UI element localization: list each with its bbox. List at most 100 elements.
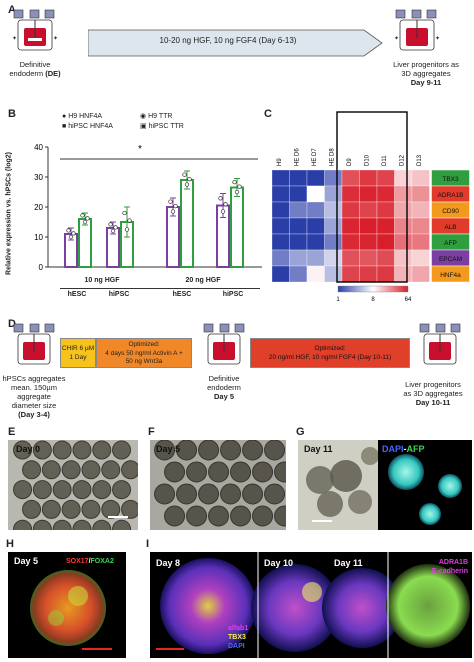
day-label: Day 8 bbox=[156, 558, 181, 568]
d-mid-caption: Definitive endoderm Day 5 bbox=[207, 374, 241, 401]
panel-label-h: H bbox=[6, 538, 14, 550]
heatmap-cell bbox=[376, 265, 395, 283]
heatmap-cell bbox=[394, 201, 413, 219]
heatmap-col-label: D13 bbox=[417, 154, 423, 166]
data-point bbox=[124, 227, 130, 232]
heatmap-cell bbox=[341, 217, 360, 235]
heatmap-cell bbox=[359, 169, 378, 187]
heatmap-cell bbox=[359, 249, 378, 267]
heatmap-cell bbox=[324, 265, 343, 283]
bioreactor-icon bbox=[13, 323, 55, 365]
heatmap-cell bbox=[324, 185, 343, 203]
heatmap-cell bbox=[411, 265, 430, 283]
heatmap-col-label: D11 bbox=[382, 155, 388, 166]
y-tick-label: 30 bbox=[34, 173, 43, 182]
day-label: Day 11 bbox=[304, 444, 333, 454]
heatmap-col-label: D10 bbox=[364, 154, 370, 166]
scale-bar bbox=[108, 516, 128, 518]
panel-label-d: D bbox=[8, 318, 16, 330]
heatmap-cell bbox=[272, 201, 290, 219]
heatmap-cell bbox=[394, 169, 413, 187]
svg-text:✦: ✦ bbox=[12, 35, 17, 42]
heatmap-cell bbox=[306, 185, 325, 203]
heatmap-cell bbox=[306, 169, 325, 187]
heatmap-cell bbox=[289, 265, 308, 283]
bioreactor-icon bbox=[203, 323, 245, 365]
y-tick-label: 20 bbox=[34, 203, 43, 212]
panel-label-i: I bbox=[146, 538, 150, 550]
legend-item: ◉ H9 TTR bbox=[140, 113, 173, 120]
heatmap-cell bbox=[272, 217, 290, 235]
day-label: Day 0 bbox=[16, 444, 41, 454]
day-label: Day 5 bbox=[156, 444, 181, 454]
fluorescence-day5: Day 5 SOX17/FOXA2 bbox=[8, 552, 126, 658]
heatmap-cell bbox=[324, 201, 343, 219]
hgf-step: Optimized: 20 ng/ml HGF, 10 ng/ml FGF4 (… bbox=[250, 338, 410, 368]
svg-text:✦: ✦ bbox=[435, 35, 440, 42]
heatmap-cell bbox=[359, 217, 378, 235]
heatmap-cell bbox=[272, 233, 290, 251]
data-point bbox=[127, 218, 132, 223]
heatmap-cell bbox=[341, 265, 360, 283]
heatmap-cell bbox=[272, 265, 290, 283]
heatmap-cell bbox=[376, 185, 395, 203]
heatmap-col-label: D12 bbox=[399, 154, 405, 166]
legend-item: ▣ hiPSC TTR bbox=[140, 123, 184, 130]
b-cell-label: hESC bbox=[67, 291, 87, 298]
b-group-divider bbox=[60, 288, 260, 289]
heatmap-col-label: HE D6 bbox=[294, 148, 300, 166]
stain-label: SOX17/FOXA2 bbox=[66, 558, 114, 565]
heatmap-cell bbox=[341, 201, 360, 219]
bioreactor-icon bbox=[419, 323, 461, 365]
a-left-caption: Definitive endoderm (DE) bbox=[9, 60, 61, 78]
gene-label: HNF4a bbox=[440, 272, 461, 279]
color-scale bbox=[337, 285, 409, 293]
heatmap-cell bbox=[411, 201, 430, 219]
heatmap-cell bbox=[411, 233, 430, 251]
panel-label-a: A bbox=[8, 4, 16, 16]
data-point bbox=[68, 234, 74, 240]
significance-star: * bbox=[138, 144, 142, 155]
day-label: Day 11 bbox=[334, 558, 363, 568]
heatmap-cell bbox=[341, 185, 360, 203]
heatmap-cell bbox=[324, 169, 343, 187]
data-point bbox=[234, 189, 240, 195]
stain-label: DAPI-AFP bbox=[382, 444, 425, 454]
micrograph-day11: Day 11 bbox=[298, 440, 378, 530]
d-left-caption: hPSCs aggregates mean. 150µm aggregate d… bbox=[2, 374, 66, 419]
b-group-label: 20 ng HGF bbox=[185, 277, 221, 284]
heatmap: H9 HE D6 HE D7 HE D8 D9 D10 D11 D12 D13 TBX3 ADRA… bbox=[272, 111, 470, 303]
gene-label: ADRA1B bbox=[437, 192, 463, 199]
heatmap-cell bbox=[376, 249, 395, 267]
panel-label-g: G bbox=[296, 426, 305, 438]
b-cell-label: hESC bbox=[172, 291, 192, 298]
gene-label: EPCAM bbox=[439, 256, 462, 263]
panel-label-c: C bbox=[264, 108, 272, 120]
a-arrow bbox=[88, 29, 383, 57]
stain-legend: alfab1 TBX3 DAPI bbox=[228, 625, 249, 650]
legend-item: ■ hiPSC HNF4A bbox=[62, 123, 113, 130]
bar bbox=[180, 179, 194, 268]
heatmap-cell bbox=[341, 169, 360, 187]
data-point bbox=[110, 228, 116, 234]
scale-bar bbox=[312, 520, 332, 522]
heatmap-cell bbox=[394, 185, 413, 203]
bar bbox=[78, 218, 92, 268]
b-cell-label: hiPSC bbox=[222, 291, 244, 298]
heatmap-cell bbox=[306, 233, 325, 251]
heatmap-cell bbox=[376, 169, 395, 187]
gene-label: TBX3 bbox=[442, 176, 459, 183]
y-tick-label: 0 bbox=[39, 263, 44, 272]
data-point bbox=[108, 222, 113, 227]
heatmap-cell bbox=[359, 233, 378, 251]
heatmap-cell bbox=[394, 249, 413, 267]
heatmap-cell bbox=[394, 233, 413, 251]
a-arrow-text: 10-20 ng HGF, 10 ng FGF4 (Day 6-13) bbox=[159, 36, 297, 45]
fluorescence-afp: DAPI-AFP bbox=[378, 440, 472, 530]
heatmap-cell bbox=[324, 217, 343, 235]
heatmap-cell bbox=[411, 249, 430, 267]
a-right-caption: Liver progenitors as 3D aggregates Day 9… bbox=[393, 60, 459, 87]
heatmap-highlight-box bbox=[336, 111, 408, 283]
heatmap-cell bbox=[289, 217, 308, 235]
